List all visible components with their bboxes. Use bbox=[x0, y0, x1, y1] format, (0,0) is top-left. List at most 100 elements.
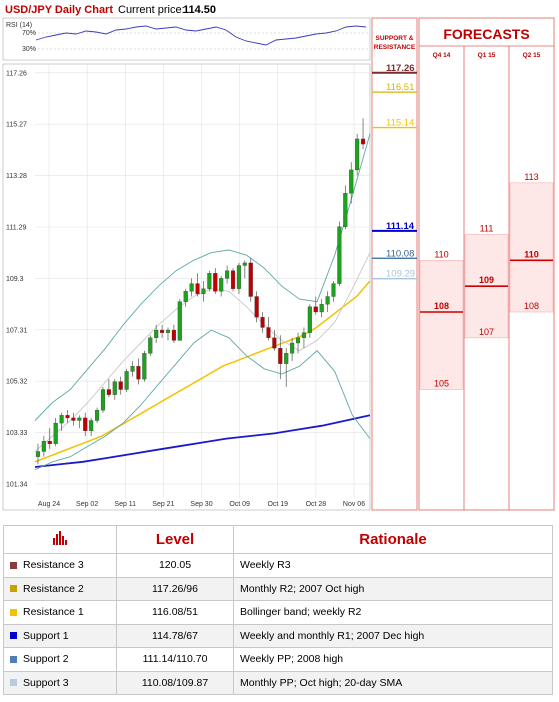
indicator-line bbox=[34, 414, 371, 468]
header-rationale: Rationale bbox=[233, 525, 553, 554]
indicator-line bbox=[34, 280, 371, 463]
row-rationale: Weekly and monthly R1; 2007 Dec high bbox=[233, 623, 553, 648]
bar-chart-icon bbox=[53, 530, 67, 545]
candle bbox=[77, 415, 82, 429]
forecast-col-label: Q1 15 bbox=[478, 52, 496, 59]
candle bbox=[355, 133, 360, 176]
row-rationale: Monthly R2; 2007 Oct high bbox=[233, 576, 553, 601]
row-level: 116.08/51 bbox=[116, 600, 234, 625]
row-name-cell: Support 1 bbox=[3, 623, 117, 648]
sr-level-label: 116.51 bbox=[386, 82, 414, 93]
forecast-col-label: Q4 14 bbox=[433, 52, 451, 59]
sr-level-label: 117.26 bbox=[386, 63, 415, 74]
candle bbox=[325, 291, 330, 312]
x-tick-label: Oct 19 bbox=[267, 501, 288, 508]
candle bbox=[225, 265, 230, 284]
row-name-cell: Resistance 3 bbox=[3, 553, 117, 578]
table-row: Support 1 114.78/67 Weekly and monthly R1;… bbox=[3, 623, 553, 648]
x-tick-label: Sep 02 bbox=[76, 501, 98, 508]
levels-table-header: Level Rationale bbox=[3, 525, 553, 554]
candle bbox=[266, 317, 271, 341]
table-row: Resistance 1 116.08/51 Bollinger band; wee… bbox=[3, 600, 553, 625]
candle bbox=[165, 327, 171, 341]
candle bbox=[343, 185, 348, 230]
candle bbox=[337, 221, 342, 287]
y-tick-label: 103.33 bbox=[6, 430, 28, 437]
candle bbox=[142, 350, 147, 382]
indicator-line bbox=[34, 133, 371, 421]
rsi-30-label: 30% bbox=[22, 46, 36, 53]
forecast-columns: Q4 14 110 108 105 Q1 15 111 109 107 Q2 15 113 110 1… bbox=[419, 46, 554, 510]
candle bbox=[272, 330, 277, 351]
current-price-label: Current price: bbox=[118, 4, 185, 16]
candle bbox=[361, 118, 366, 150]
candle bbox=[213, 268, 218, 294]
candle bbox=[177, 299, 182, 341]
row-level: 120.05 bbox=[116, 553, 234, 578]
x-tick-label: Aug 24 bbox=[38, 501, 60, 508]
candle bbox=[95, 407, 100, 424]
forecast-high-label: 113 bbox=[524, 172, 538, 182]
candle bbox=[71, 412, 76, 426]
candle bbox=[154, 324, 159, 343]
level-color-swatch bbox=[10, 679, 17, 687]
table-row: Support 2 111.14/110.70 Weekly PP; 2008 hi… bbox=[3, 647, 553, 672]
row-rationale: Monthly PP; Oct high; 20-day SMA bbox=[233, 670, 553, 695]
candle bbox=[201, 281, 206, 302]
x-tick-labels: Aug 24 Sep 02 Sep 11 Sep 21 Sep 30 Oct 09 Oct … bbox=[38, 501, 365, 508]
candle bbox=[65, 410, 70, 424]
y-tick-label: 117.26 bbox=[6, 70, 27, 77]
sr-level-label: 111.14 bbox=[386, 221, 415, 232]
levels-table-body: Resistance 3 120.05 Weekly R3 Resistance 2 1… bbox=[3, 553, 553, 695]
y-tick-label: 109.3 bbox=[6, 276, 24, 283]
sr-heading-2: RESISTANCE bbox=[374, 44, 416, 51]
table-row: Resistance 2 117.26/96 Monthly R2; 2007 Oc… bbox=[3, 576, 553, 601]
current-price-value: 114.50 bbox=[183, 4, 216, 16]
candle bbox=[284, 348, 289, 387]
row-name: Support 2 bbox=[23, 653, 69, 666]
sr-levels: 117.26 116.51 115.14 111.14 110.08 109.29 bbox=[372, 63, 417, 280]
row-name: Support 1 bbox=[23, 629, 69, 642]
candle bbox=[278, 335, 283, 380]
candle bbox=[295, 332, 301, 354]
sr-level-label: 110.08 bbox=[386, 248, 414, 259]
forecast-high-label: 111 bbox=[480, 224, 494, 234]
x-tick-label: Oct 09 bbox=[229, 501, 250, 508]
row-name: Resistance 2 bbox=[23, 582, 84, 595]
chart-title: USD/JPY Daily Chart bbox=[5, 4, 113, 16]
candle bbox=[219, 275, 224, 297]
candle bbox=[207, 270, 212, 292]
row-name-cell: Support 3 bbox=[3, 670, 117, 695]
candle bbox=[53, 417, 58, 447]
candle bbox=[124, 368, 129, 393]
rsi-line bbox=[35, 25, 367, 46]
forecast-mid-label: 108 bbox=[434, 301, 449, 311]
sr-column bbox=[371, 17, 418, 511]
chart-area: USD/JPY Daily Chart Current price: 114.5… bbox=[2, 4, 555, 511]
candle bbox=[118, 376, 123, 395]
row-name-cell: Support 2 bbox=[3, 647, 117, 672]
candle bbox=[41, 436, 46, 457]
table-row: Resistance 3 120.05 Weekly R3 bbox=[3, 553, 553, 578]
sr-level-label: 115.14 bbox=[386, 118, 414, 129]
table-row: Support 3 110.08/109.87 Monthly PP; Oct hi… bbox=[3, 670, 553, 695]
levels-table: Level Rationale Resistance 3 120.05 Weekly… bbox=[3, 525, 553, 695]
y-tick-label: 105.32 bbox=[6, 379, 28, 386]
forecast-range-box bbox=[509, 182, 554, 313]
forecast-low-label: 108 bbox=[524, 301, 539, 311]
row-name-cell: Resistance 2 bbox=[3, 576, 117, 601]
forecast-col-label: Q2 15 bbox=[523, 52, 541, 59]
forecast-low-label: 105 bbox=[434, 379, 449, 389]
row-rationale: Weekly PP; 2008 high bbox=[233, 647, 553, 672]
x-tick-label: Sep 21 bbox=[152, 501, 174, 508]
forecast-low-label: 107 bbox=[479, 327, 494, 337]
candle bbox=[331, 281, 336, 302]
candle bbox=[100, 386, 106, 413]
candle bbox=[307, 304, 312, 338]
header-icon-cell bbox=[3, 525, 117, 554]
forecast-high-label: 110 bbox=[434, 249, 448, 259]
row-level: 111.14/110.70 bbox=[116, 647, 234, 672]
row-rationale: Weekly R3 bbox=[233, 553, 553, 578]
level-color-swatch bbox=[10, 608, 17, 616]
row-level: 114.78/67 bbox=[116, 623, 234, 648]
